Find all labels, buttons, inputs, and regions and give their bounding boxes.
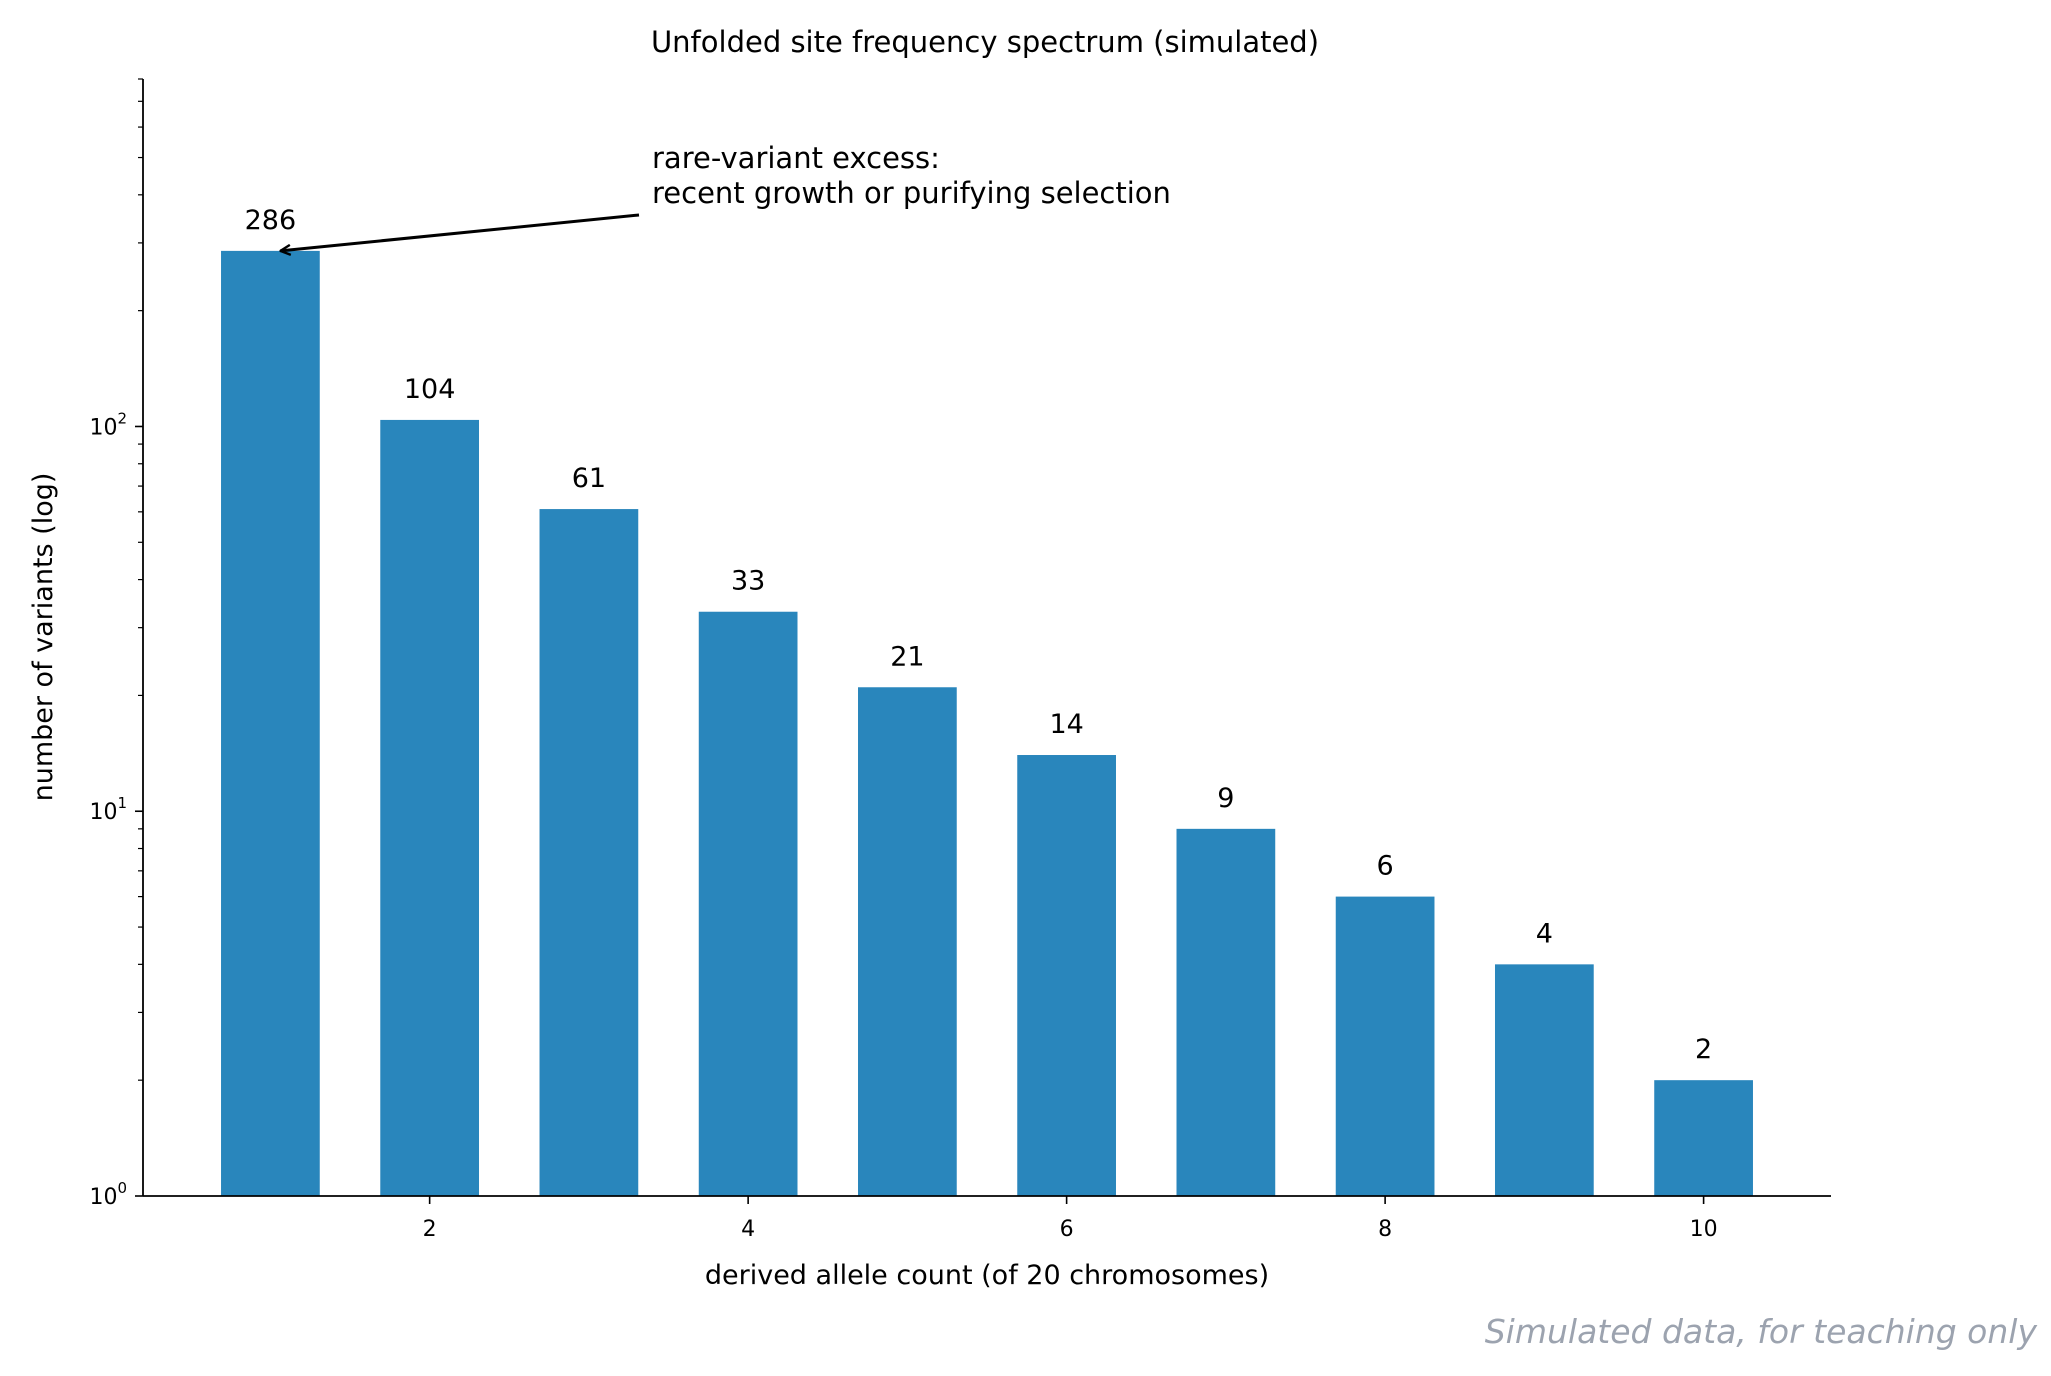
annotation-line-2: recent growth or purifying selection — [652, 176, 1171, 210]
y-axis-label: number of variants (log) — [28, 473, 59, 802]
bar-1 — [221, 250, 320, 1197]
bar-value-label: 104 — [404, 374, 456, 405]
bar-value-label: 61 — [572, 463, 606, 494]
bar-3 — [539, 509, 639, 1196]
bar-4 — [698, 611, 798, 1196]
bar-value-label: 14 — [1049, 709, 1083, 740]
bar-value-label: 286 — [245, 205, 297, 236]
annotation-arrow — [280, 213, 640, 251]
bar-value-label: 21 — [890, 641, 924, 672]
y-tick-label: 101 — [89, 794, 127, 825]
bar-9 — [1494, 964, 1594, 1196]
bar-8 — [1335, 896, 1435, 1196]
bar-value-label: 2 — [1695, 1034, 1712, 1065]
footer-note: Simulated data, for teaching only — [1484, 1312, 2037, 1351]
x-tick-label: 4 — [741, 1217, 755, 1242]
annotation: rare-variant excess: recent growth or pu… — [280, 141, 1171, 251]
x-tick-label: 8 — [1378, 1217, 1392, 1242]
y-tick-label: 100 — [89, 1179, 127, 1210]
bar-value-label: 4 — [1536, 918, 1553, 949]
chart-title: Unfolded site frequency spectrum (simula… — [651, 25, 1319, 59]
y-ticks-layer: 100 101 102 — [89, 78, 143, 1210]
axes-layer — [142, 79, 1831, 1197]
bar-labels-layer: 286 104 61 33 21 14 9 6 4 2 — [245, 205, 1713, 1065]
bar-7 — [1176, 828, 1276, 1196]
bars-layer — [221, 250, 1753, 1197]
x-tick-label: 2 — [423, 1217, 437, 1242]
x-ticks-layer: 2 4 6 8 10 — [423, 1196, 1718, 1242]
bar-value-label: 6 — [1377, 851, 1394, 882]
y-tick-label: 102 — [89, 409, 127, 440]
x-tick-label: 6 — [1060, 1217, 1074, 1242]
annotation-line-1: rare-variant excess: — [652, 141, 940, 175]
bar-value-label: 9 — [1217, 783, 1234, 814]
bar-value-label: 33 — [731, 566, 765, 597]
bar-10 — [1654, 1080, 1753, 1196]
bar-2 — [380, 419, 480, 1196]
x-axis-label: derived allele count (of 20 chromosomes) — [705, 1260, 1269, 1291]
x-tick-label: 10 — [1690, 1217, 1718, 1242]
bar-5 — [858, 687, 957, 1196]
bar-6 — [1017, 755, 1116, 1196]
